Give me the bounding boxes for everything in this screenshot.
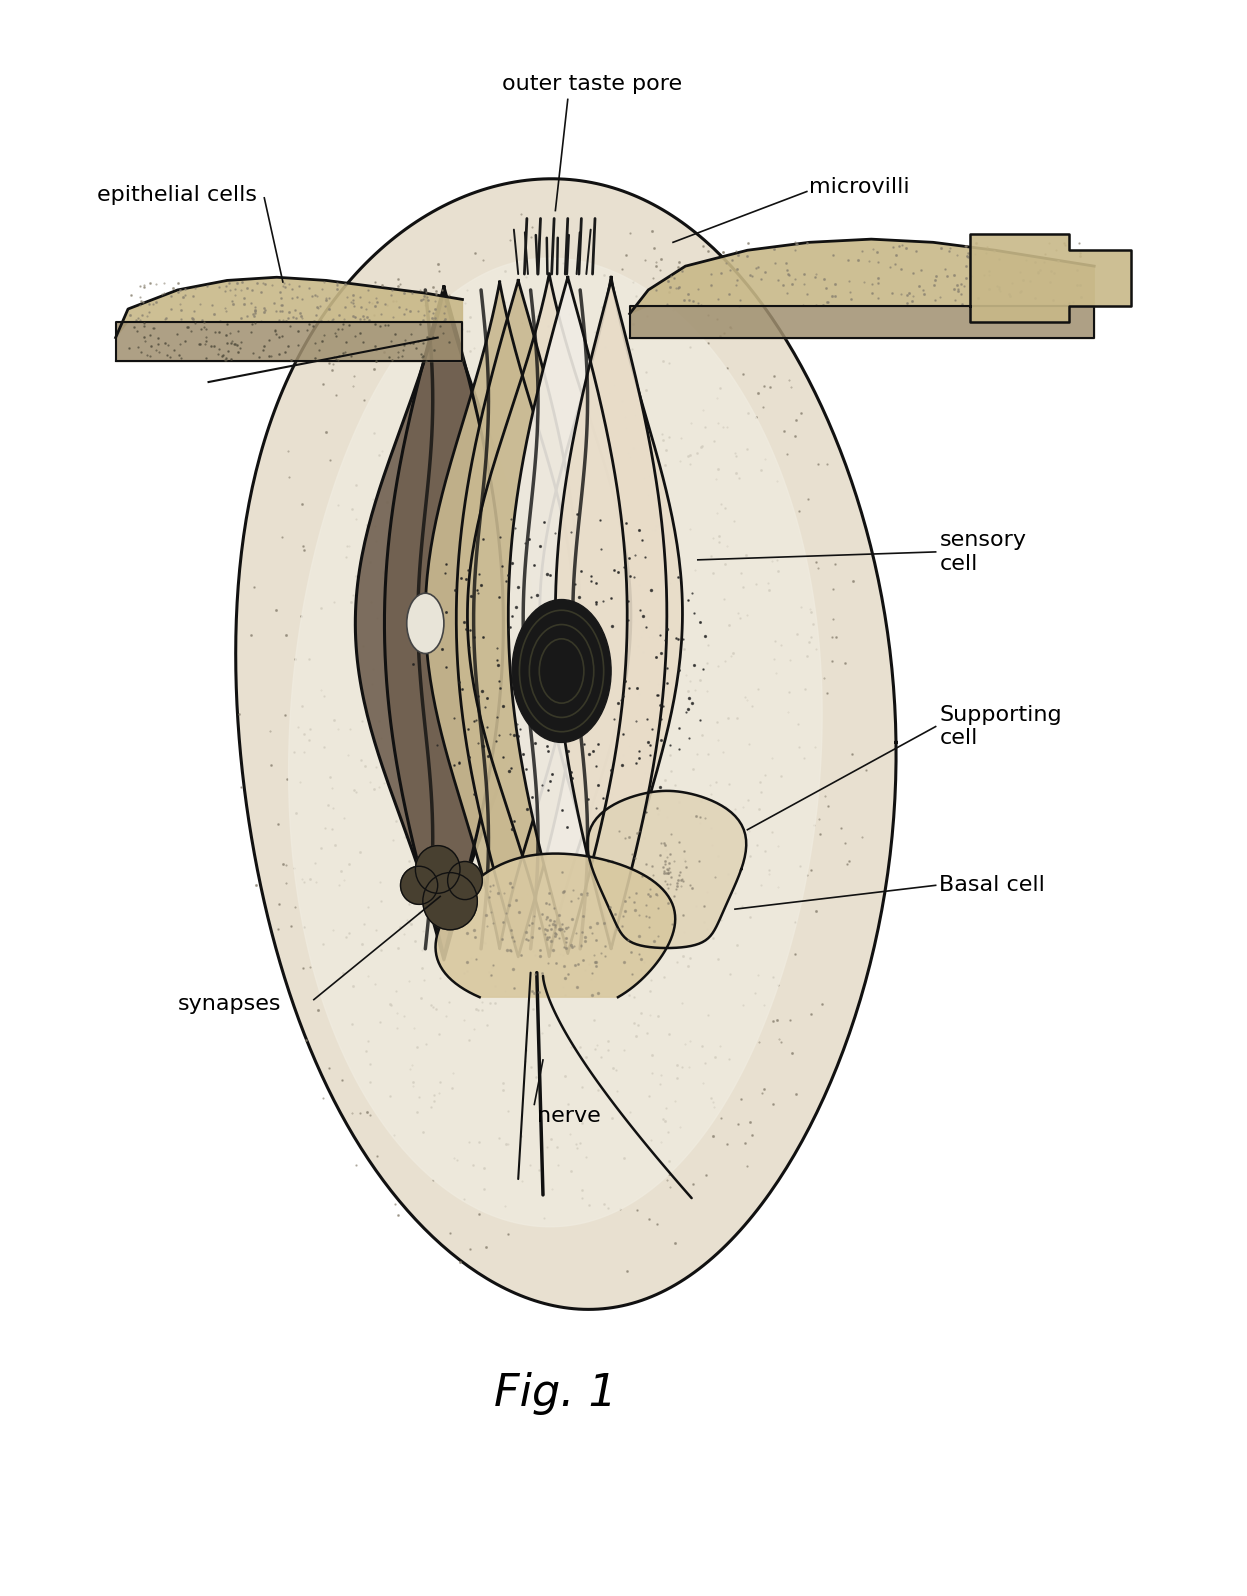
- Polygon shape: [425, 282, 574, 948]
- Polygon shape: [116, 278, 463, 338]
- Text: Supporting
cell: Supporting cell: [939, 705, 1062, 749]
- Polygon shape: [236, 179, 897, 1309]
- Text: nerve: nerve: [536, 1106, 601, 1125]
- Ellipse shape: [407, 594, 444, 653]
- Text: synapses: synapses: [177, 994, 281, 1015]
- Polygon shape: [384, 287, 504, 959]
- Polygon shape: [355, 290, 532, 956]
- Polygon shape: [630, 306, 1094, 338]
- Ellipse shape: [448, 862, 483, 900]
- Text: outer taste pore: outer taste pore: [503, 73, 682, 94]
- Polygon shape: [435, 854, 675, 998]
- Polygon shape: [630, 239, 1094, 314]
- Text: epithelial cells: epithelial cells: [97, 185, 257, 204]
- Ellipse shape: [400, 867, 438, 905]
- Polygon shape: [555, 281, 667, 950]
- Text: Fig. 1: Fig. 1: [494, 1373, 617, 1416]
- Text: microvilli: microvilli: [809, 177, 910, 196]
- Polygon shape: [468, 275, 631, 956]
- Ellipse shape: [415, 846, 460, 894]
- Text: sensory
cell: sensory cell: [939, 530, 1026, 573]
- Ellipse shape: [513, 600, 611, 742]
- Polygon shape: [509, 278, 627, 953]
- Polygon shape: [456, 281, 580, 956]
- Polygon shape: [116, 322, 463, 361]
- Polygon shape: [970, 235, 1131, 322]
- Ellipse shape: [423, 873, 478, 930]
- Polygon shape: [540, 278, 682, 948]
- Polygon shape: [587, 792, 746, 948]
- Text: Basal cell: Basal cell: [939, 875, 1045, 895]
- Polygon shape: [288, 259, 822, 1227]
